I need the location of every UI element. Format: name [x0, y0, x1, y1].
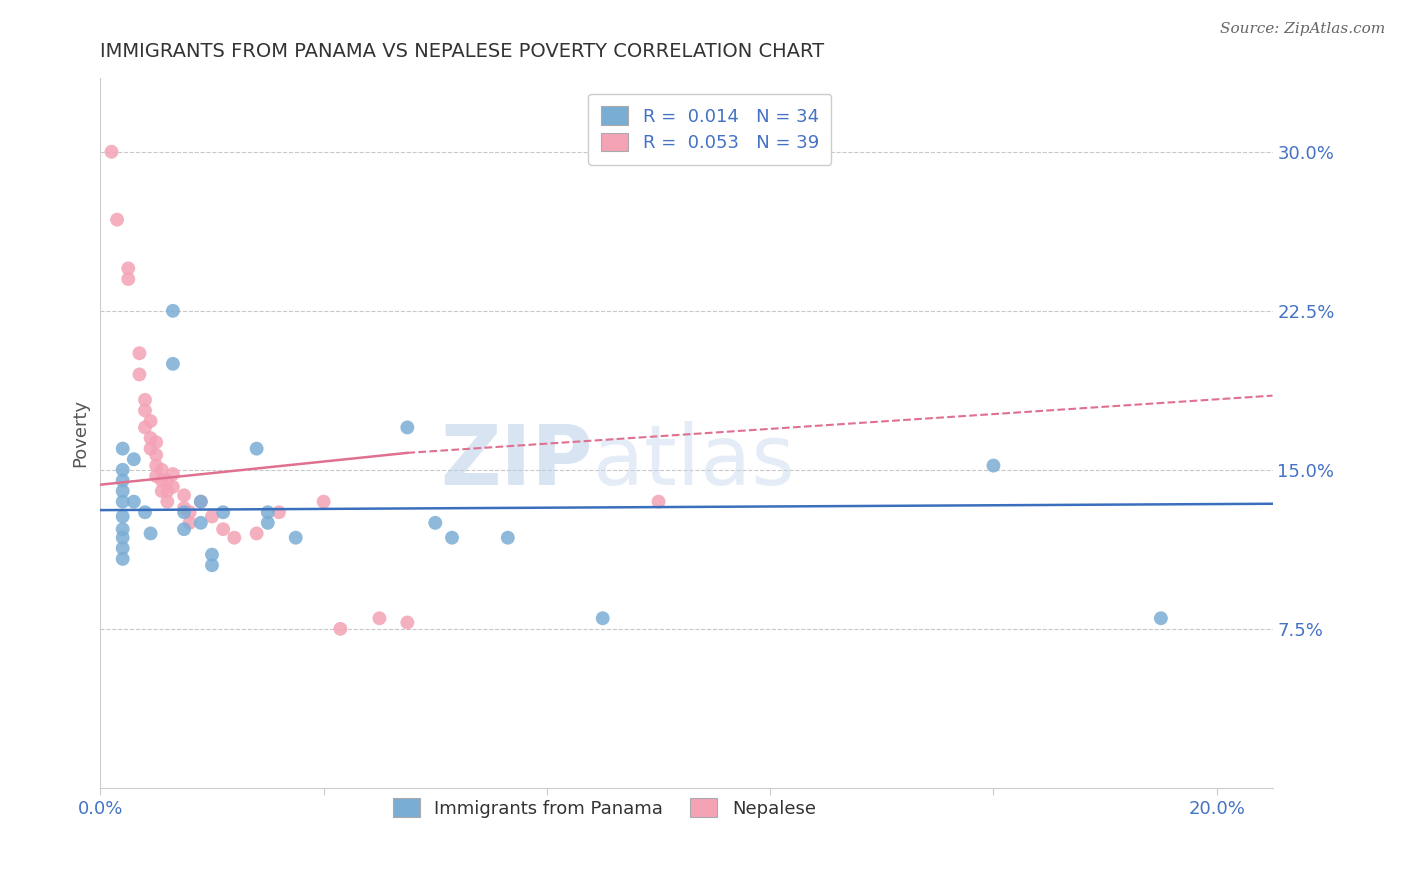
Point — [201, 509, 224, 524]
Text: ZIP: ZIP — [440, 421, 593, 501]
Point — [145, 435, 167, 450]
Point — [647, 494, 669, 508]
Point — [212, 505, 235, 519]
Point — [368, 611, 391, 625]
Point — [150, 463, 173, 477]
Point — [150, 474, 173, 488]
Point — [224, 531, 246, 545]
Point — [162, 303, 184, 318]
Point — [396, 615, 419, 630]
Point — [111, 474, 134, 488]
Text: IMMIGRANTS FROM PANAMA VS NEPALESE POVERTY CORRELATION CHART: IMMIGRANTS FROM PANAMA VS NEPALESE POVER… — [100, 42, 824, 61]
Point — [173, 488, 195, 502]
Point — [111, 541, 134, 556]
Point — [128, 368, 150, 382]
Point — [156, 494, 179, 508]
Point — [145, 448, 167, 462]
Point — [111, 522, 134, 536]
Point — [246, 442, 269, 456]
Point — [134, 392, 156, 407]
Text: Source: ZipAtlas.com: Source: ZipAtlas.com — [1219, 22, 1385, 37]
Point — [256, 516, 278, 530]
Point — [496, 531, 519, 545]
Point — [201, 548, 224, 562]
Point — [139, 431, 162, 445]
Point — [111, 509, 134, 524]
Point — [111, 552, 134, 566]
Point — [256, 505, 278, 519]
Point — [122, 452, 145, 467]
Point — [190, 494, 212, 508]
Point — [201, 558, 224, 573]
Point — [267, 505, 290, 519]
Point — [139, 442, 162, 456]
Point — [145, 458, 167, 473]
Point — [1150, 611, 1173, 625]
Point — [246, 526, 269, 541]
Point — [122, 494, 145, 508]
Point — [105, 212, 128, 227]
Point — [179, 516, 201, 530]
Point — [190, 494, 212, 508]
Point — [134, 420, 156, 434]
Point — [173, 505, 195, 519]
Point — [173, 522, 195, 536]
Point — [111, 442, 134, 456]
Point — [117, 261, 139, 276]
Y-axis label: Poverty: Poverty — [72, 399, 89, 467]
Point — [440, 531, 463, 545]
Point — [111, 483, 134, 498]
Point — [425, 516, 447, 530]
Point — [173, 501, 195, 516]
Point — [156, 483, 179, 498]
Point — [312, 494, 335, 508]
Point — [156, 474, 179, 488]
Point — [128, 346, 150, 360]
Point — [139, 414, 162, 428]
Point — [284, 531, 307, 545]
Point — [134, 403, 156, 417]
Point — [111, 531, 134, 545]
Point — [111, 463, 134, 477]
Point — [162, 480, 184, 494]
Point — [179, 505, 201, 519]
Point — [983, 458, 1005, 473]
Point — [190, 516, 212, 530]
Point — [396, 420, 419, 434]
Point — [100, 145, 122, 159]
Legend: Immigrants from Panama, Nepalese: Immigrants from Panama, Nepalese — [385, 791, 823, 825]
Point — [139, 526, 162, 541]
Point — [592, 611, 614, 625]
Text: atlas: atlas — [593, 421, 794, 501]
Point — [162, 467, 184, 481]
Point — [212, 522, 235, 536]
Point — [111, 494, 134, 508]
Point — [117, 272, 139, 286]
Point — [329, 622, 352, 636]
Point — [134, 505, 156, 519]
Point — [162, 357, 184, 371]
Point — [150, 483, 173, 498]
Point — [145, 469, 167, 483]
